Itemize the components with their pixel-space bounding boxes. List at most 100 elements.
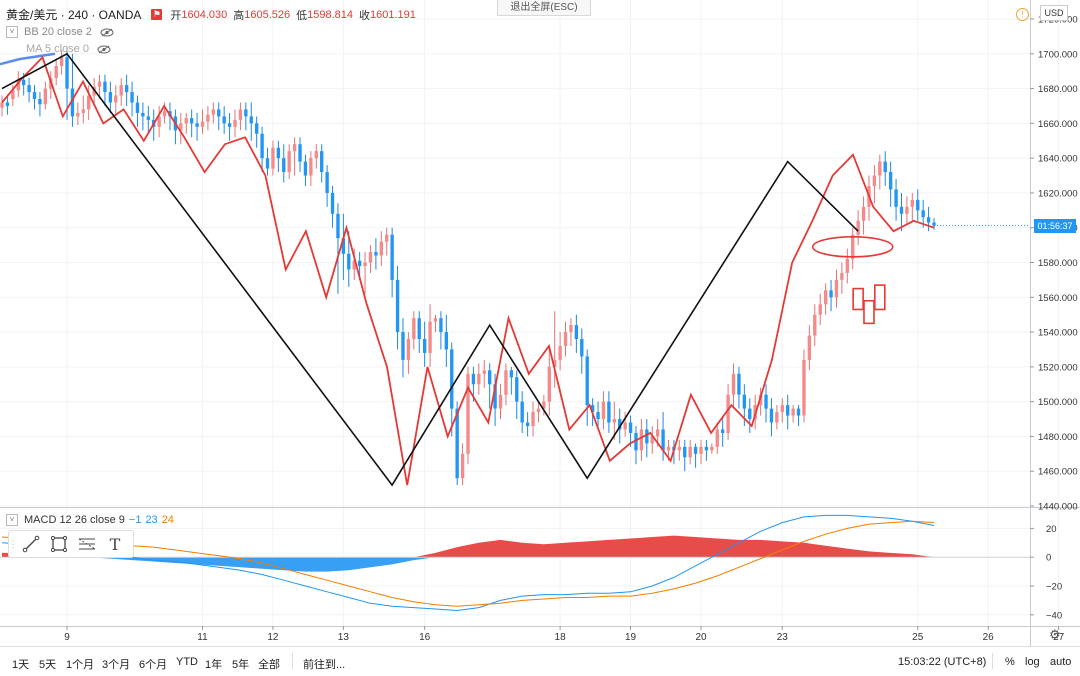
candle-body <box>374 252 378 256</box>
log-toggle[interactable]: log <box>1025 656 1040 668</box>
candle <box>872 165 877 204</box>
candle-body <box>206 114 210 122</box>
time-tick-label: 19 <box>625 632 637 643</box>
candle-body <box>184 118 188 124</box>
candle <box>244 102 248 131</box>
candle <box>130 81 134 117</box>
candle-body <box>780 405 784 413</box>
annotation-ellipse <box>811 236 894 258</box>
candle <box>287 144 291 180</box>
candle <box>292 137 297 176</box>
macd-indicator-label[interactable]: MACD 12 26 close 9 <box>24 514 125 526</box>
drag-handle-icon[interactable]: ⋮ <box>8 538 18 549</box>
candle-body <box>590 405 595 413</box>
candle-body <box>742 394 747 409</box>
candle <box>905 196 909 225</box>
info-icon[interactable]: ! <box>1016 8 1029 21</box>
candle <box>791 405 795 423</box>
candle-body <box>260 133 264 159</box>
timeframe-3m[interactable]: 3个月 <box>102 659 131 671</box>
candle-body <box>254 123 259 134</box>
timeframe-1d[interactable]: 1天 <box>12 659 30 671</box>
candle-body <box>482 370 486 374</box>
candle-body <box>466 373 470 454</box>
candle <box>704 439 709 461</box>
timeframe-5y[interactable]: 5年 <box>232 659 250 671</box>
timeframe-all[interactable]: 全部 <box>258 659 280 671</box>
candle <box>276 140 281 173</box>
candle-body <box>748 408 752 420</box>
candle <box>688 439 692 465</box>
macd-histogram-negative <box>2 557 934 572</box>
candle <box>254 116 259 148</box>
candle-body <box>162 111 167 117</box>
candle <box>861 196 866 235</box>
candle-body <box>249 116 253 124</box>
trend-line-tool[interactable] <box>17 532 45 556</box>
flag-icon[interactable]: ⚑ <box>151 9 163 20</box>
fib-tool[interactable] <box>73 532 101 556</box>
candle-body <box>92 86 96 96</box>
candle <box>108 81 113 113</box>
percent-toggle[interactable]: % <box>1005 656 1015 668</box>
candle <box>265 147 270 176</box>
exit-fullscreen-button[interactable]: 退出全屏(ESC) <box>497 0 591 16</box>
candle <box>487 363 492 409</box>
candle <box>477 363 481 395</box>
settings-gear-icon[interactable]: ⚙ <box>1049 627 1061 642</box>
candle <box>775 405 779 430</box>
candle <box>558 332 562 371</box>
auto-toggle[interactable]: auto <box>1050 656 1072 668</box>
timeframe-6m[interactable]: 6个月 <box>139 659 168 671</box>
candle-body <box>65 57 69 89</box>
timeframe-ytd[interactable]: YTD <box>176 656 198 668</box>
eye-icon[interactable] <box>97 45 111 54</box>
chart-canvas[interactable]: 1440.000 1460.000 1480.000 1500.000 1520.000… <box>0 0 1080 646</box>
candle-body <box>368 252 373 263</box>
timeframe-1m[interactable]: 1个月 <box>66 659 95 671</box>
candle-body <box>775 412 779 423</box>
candle <box>184 112 188 134</box>
candle <box>119 78 123 106</box>
text-tool[interactable]: T <box>101 532 129 556</box>
eye-icon[interactable] <box>100 28 114 37</box>
candle-body <box>179 123 183 131</box>
candle <box>76 102 80 126</box>
price-tick-label: 1620.000 <box>1038 188 1078 199</box>
candle <box>390 227 394 298</box>
currency-button[interactable]: USD <box>1040 5 1068 21</box>
candle <box>710 443 714 454</box>
price-tick-label: 1660.000 <box>1038 119 1078 130</box>
macd-hist-value: 24 <box>161 514 174 526</box>
bb-indicator-label[interactable]: BB 20 close 2 <box>24 26 92 38</box>
candle <box>807 325 812 371</box>
price-tick-label: 1640.000 <box>1038 154 1078 165</box>
timeframe-5d[interactable]: 5天 <box>39 659 57 671</box>
candle <box>114 85 118 115</box>
candle-body <box>688 446 692 458</box>
candle <box>0 95 4 117</box>
clock-timezone[interactable]: 15:03:22 (UTC+8) <box>898 656 987 668</box>
candle-body <box>731 373 736 395</box>
candle-body <box>710 446 714 451</box>
ma-indicator-label[interactable]: MA 5 close 0 <box>26 43 89 55</box>
candle-body <box>720 429 725 433</box>
timeframe-1y[interactable]: 1年 <box>205 659 223 671</box>
candle <box>330 185 335 228</box>
candle-body <box>200 121 205 127</box>
collapse-icon[interactable]: ˅ <box>6 26 18 38</box>
candle-body <box>0 102 4 108</box>
candle <box>888 161 893 207</box>
zigzag-red-line <box>1 55 935 486</box>
candle <box>200 109 205 134</box>
candle <box>341 213 346 280</box>
candle-body <box>661 429 665 451</box>
goto-date-button[interactable]: 前往到... <box>303 659 346 671</box>
chart-background <box>0 0 1080 646</box>
collapse-icon[interactable]: ˅ <box>6 514 18 526</box>
candle-body <box>596 412 600 420</box>
candle-body <box>791 408 795 416</box>
candle <box>271 140 275 176</box>
candle-body <box>477 373 481 385</box>
rectangle-tool[interactable] <box>45 532 73 556</box>
